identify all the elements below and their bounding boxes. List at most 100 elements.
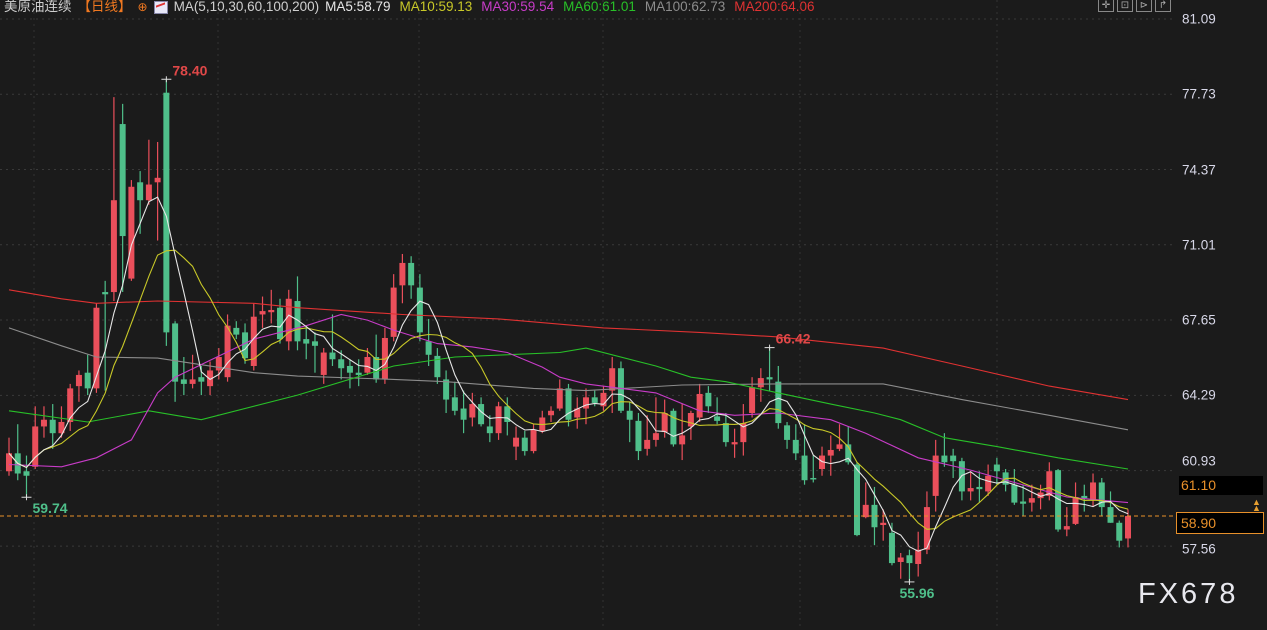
axis-tick-label: 81.09 (1182, 11, 1216, 27)
candle-up (880, 522, 887, 526)
candle-up (819, 455, 826, 470)
ma60-line (8, 347, 1129, 470)
candle-up (6, 453, 12, 472)
candle-down (49, 419, 56, 434)
zoom-out-icon[interactable]: ⊳ (1136, 0, 1152, 12)
axis-tick-label: 60.93 (1182, 453, 1216, 469)
candle-up (862, 504, 869, 518)
indicator-name[interactable]: MA(5,10,30,60,100,200) (173, 0, 320, 14)
candle-up (1046, 471, 1053, 496)
ma-legend-item: MA10:59.13 (399, 0, 473, 14)
candle-down (416, 287, 423, 333)
candle-down (460, 408, 467, 420)
ma-legend-item: MA5:58.79 (325, 0, 391, 14)
chart-icon[interactable] (153, 0, 168, 14)
back-icon[interactable]: ↱ (1155, 0, 1171, 12)
crosshair-circle-icon[interactable]: ⊕ (137, 0, 148, 14)
ma5-line (8, 196, 1129, 552)
candle-up (189, 379, 196, 384)
candle-up (600, 392, 607, 407)
candle-down (941, 455, 948, 463)
candle-down (845, 444, 852, 463)
candle-down (478, 404, 485, 425)
ma-legend-item: MA30:59.54 (481, 0, 555, 14)
candle-down (408, 262, 415, 286)
candle-up (513, 437, 520, 447)
crosshair-icon[interactable]: ✛ (1098, 0, 1114, 12)
candle-down (355, 372, 362, 375)
ma-legend-item: MA100:62.73 (644, 0, 726, 14)
candle-up (687, 413, 694, 427)
candle-down (373, 357, 380, 380)
candle-up (967, 488, 974, 492)
candle-down (84, 372, 91, 389)
candle-down (1081, 495, 1088, 499)
axis-tick-label: 64.29 (1182, 387, 1216, 403)
candle-down (801, 455, 808, 481)
candle-up (320, 352, 327, 375)
candle-up (644, 439, 651, 449)
candle-up (67, 388, 74, 422)
candle-down (705, 392, 712, 407)
candle-up (836, 444, 843, 449)
candle-up (652, 433, 659, 440)
candle-down (1020, 501, 1027, 504)
candle-down (766, 377, 773, 380)
candle-up (390, 287, 397, 337)
candle-down (172, 323, 179, 382)
price-marker-tag: 61.10 (1179, 476, 1263, 495)
candle-up (145, 184, 152, 201)
candle-up (40, 419, 47, 427)
high-annotation: 78.40 (172, 62, 207, 78)
candle-up (679, 435, 686, 445)
candle-up (1028, 498, 1035, 503)
candle-down (722, 423, 729, 443)
candle-down (635, 420, 642, 452)
candle-down (233, 327, 240, 335)
candle-up (740, 423, 747, 443)
candle-down (119, 124, 126, 237)
zoom-in-icon[interactable]: ⊡ (1117, 0, 1133, 12)
candle-up (749, 387, 756, 414)
candle-up (696, 393, 703, 418)
candle-down (277, 307, 284, 340)
candle-up (469, 404, 476, 418)
ma10-line (8, 249, 1129, 530)
candle-up (661, 413, 668, 433)
candle-down (1116, 522, 1123, 541)
candle-up (915, 549, 922, 564)
candle-up (364, 357, 371, 373)
candle-down (775, 381, 782, 424)
candle-up (75, 374, 82, 387)
candle-down (1098, 482, 1105, 508)
candle-up (215, 357, 222, 371)
candle-up (58, 421, 65, 434)
last-price-tag: 58.90 (1176, 512, 1264, 534)
axis-tick-label: 77.73 (1182, 86, 1216, 102)
scroll-top-arrow-icon[interactable]: ▲ ▲ (1252, 497, 1261, 513)
candle-down (1011, 484, 1018, 503)
candle-up (582, 397, 589, 409)
watermark-logo: FX678 (1138, 578, 1239, 610)
candle-down (311, 341, 318, 346)
candle-down (871, 504, 878, 528)
candle-down (888, 532, 895, 564)
candle-down (294, 301, 301, 342)
candle-up (923, 507, 930, 550)
candle-down (1107, 507, 1114, 523)
candle-up (268, 309, 275, 313)
period-selector[interactable]: 【日线】 (77, 0, 132, 14)
candle-down (346, 365, 353, 373)
symbol-name: 美原油连续 (4, 0, 72, 14)
axis-tick-label: 74.37 (1182, 162, 1216, 178)
candle-up (1125, 516, 1131, 539)
chart-header: 美原油连续 【日线】 ⊕ MA(5,10,30,60,100,200) MA5:… (4, 0, 815, 14)
candle-up (548, 410, 555, 416)
candle-down (504, 406, 511, 422)
candle-down (434, 355, 441, 378)
candle-down (242, 332, 249, 359)
chart-toolbar: ✛ ⊡ ⊳ ↱ (1098, 0, 1171, 12)
candle-down (338, 359, 345, 369)
ma-legend-item: MA200:64.06 (734, 0, 815, 14)
